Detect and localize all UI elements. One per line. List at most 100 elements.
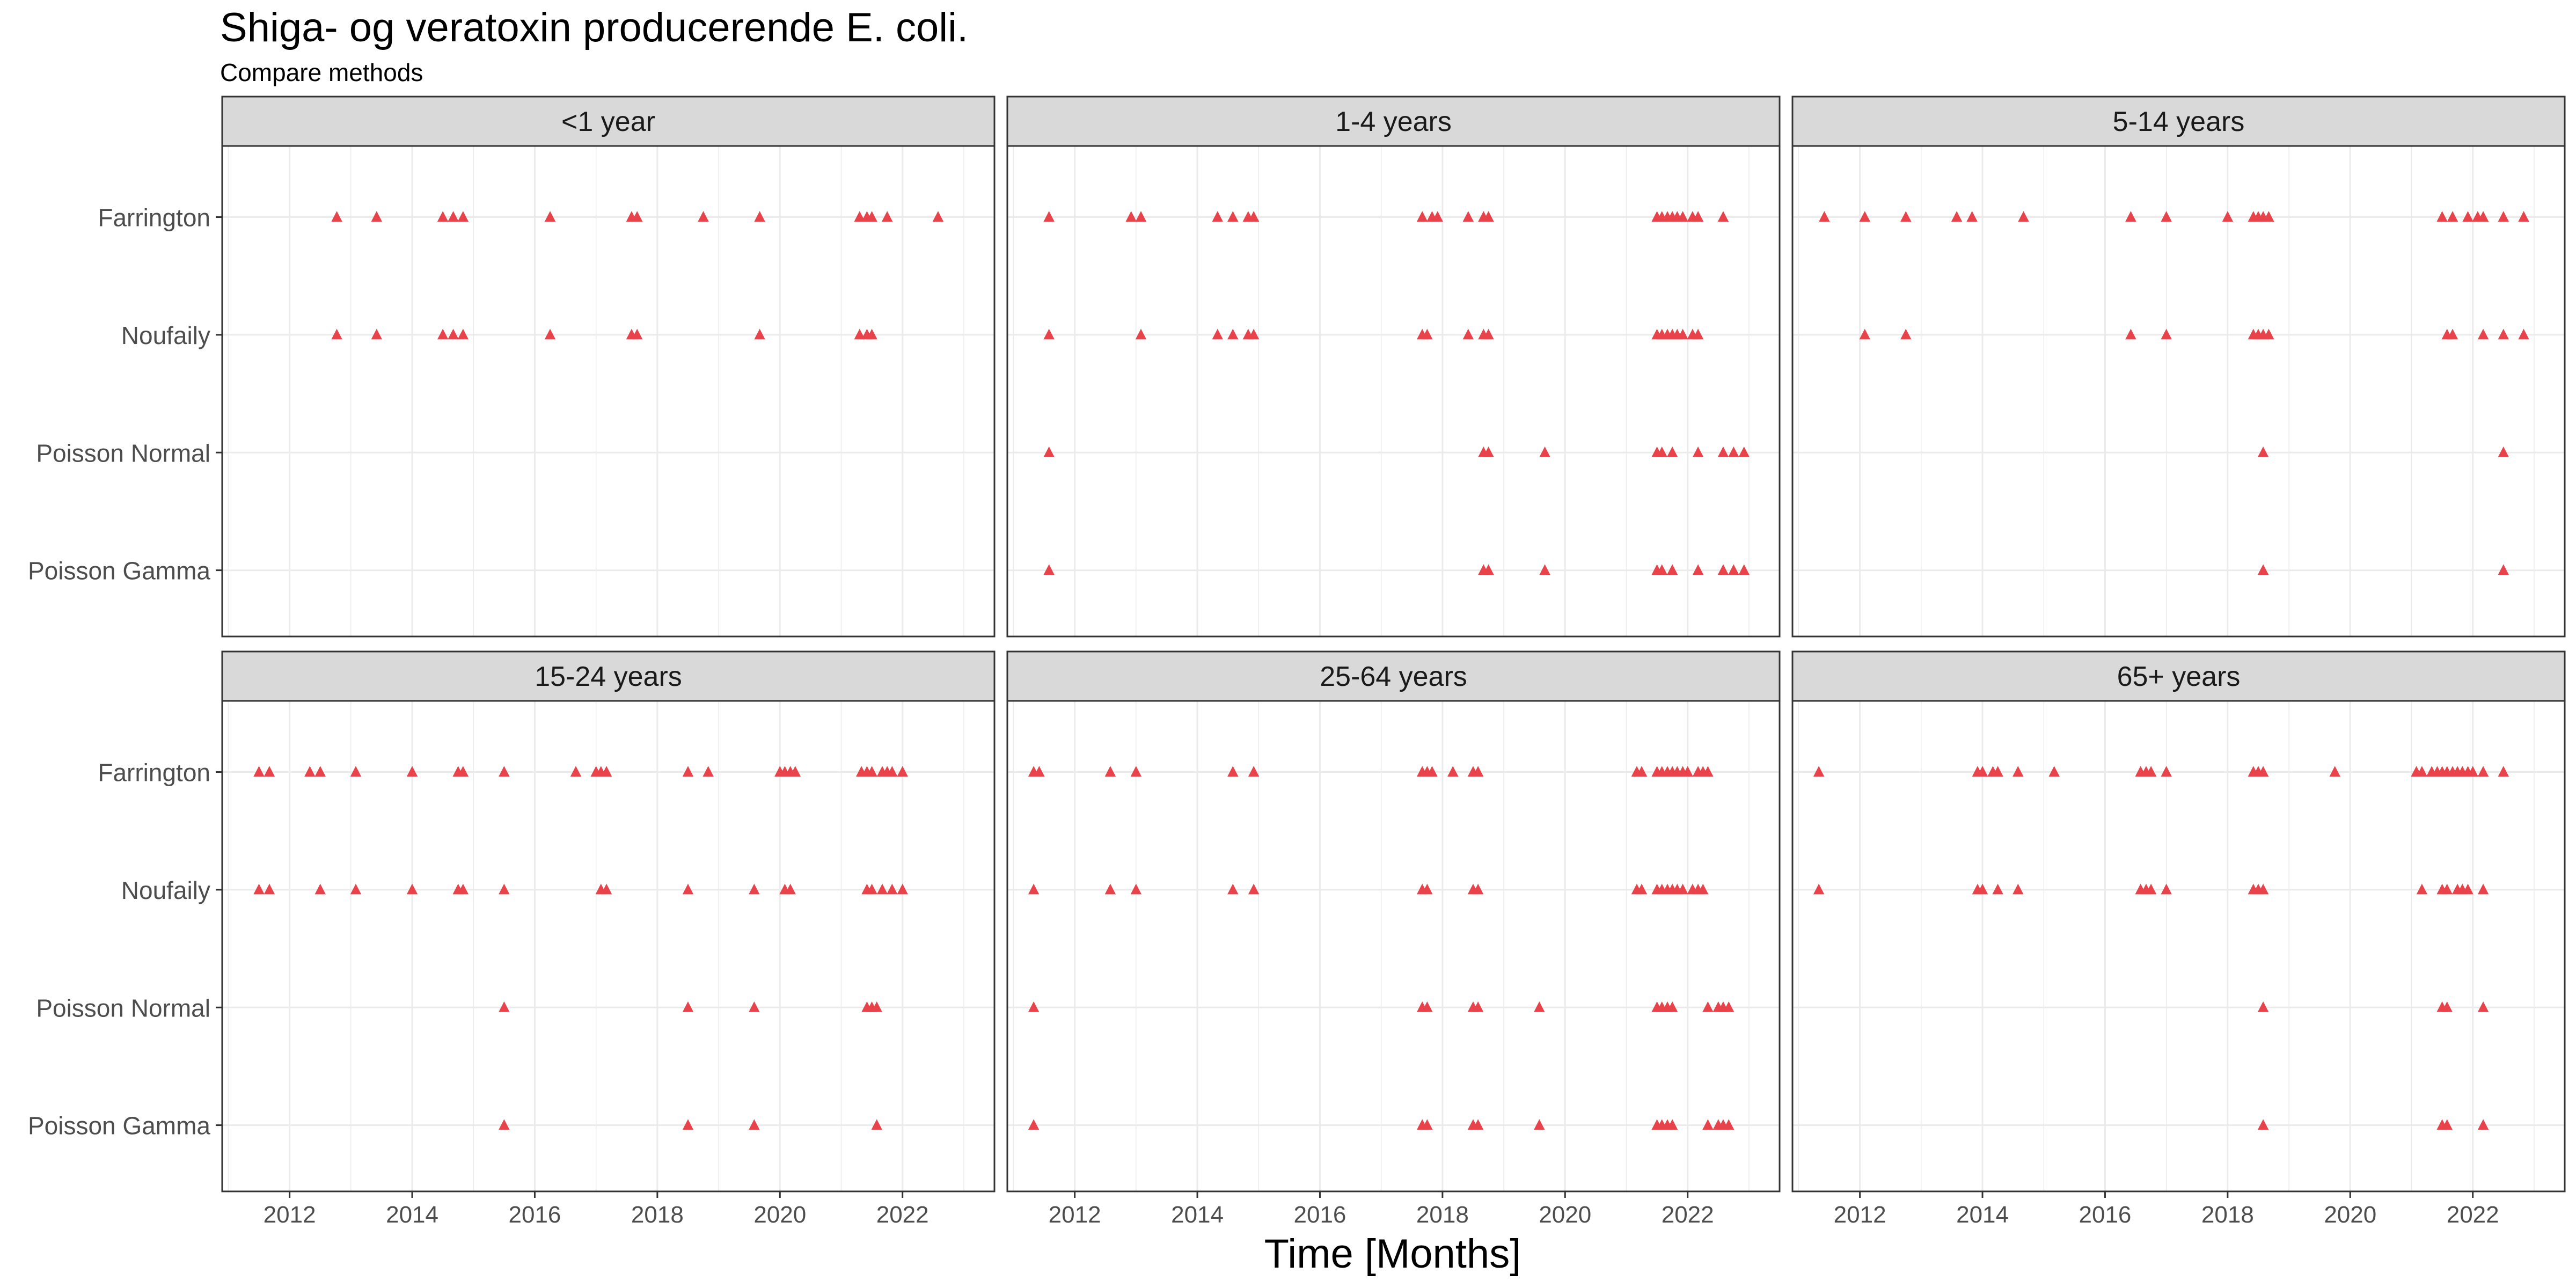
data-point-farrington xyxy=(1227,211,1239,222)
data-point-farrington xyxy=(2498,766,2509,777)
data-point-farrington xyxy=(2125,211,2136,222)
data-point-poisson-normal xyxy=(871,1001,882,1012)
data-point-farrington xyxy=(601,766,612,777)
data-point-farrington xyxy=(371,211,382,222)
data-point-farrington xyxy=(570,766,582,777)
panel-border-5-14-years xyxy=(1791,145,2566,638)
data-point-farrington xyxy=(1447,766,1459,777)
data-point-farrington xyxy=(314,766,326,777)
data-point-poisson-normal xyxy=(1472,1001,1484,1012)
data-point-poisson-gamma xyxy=(1422,1119,1433,1130)
data-point-farrington xyxy=(304,766,316,777)
data-point-poisson-gamma xyxy=(1717,564,1729,575)
data-point-farrington xyxy=(887,766,898,777)
data-point-farrington xyxy=(1227,766,1239,777)
data-point-farrington xyxy=(881,211,893,222)
data-point-poisson-normal xyxy=(2477,1001,2489,1012)
data-point-noufaily xyxy=(1028,883,1040,895)
data-point-farrington xyxy=(2222,211,2234,222)
x-tick-label: 2016 xyxy=(1294,1202,1346,1228)
data-point-farrington xyxy=(1859,211,1870,222)
data-point-noufaily xyxy=(2263,328,2274,340)
data-point-poisson-normal xyxy=(2441,1001,2453,1012)
data-point-poisson-gamma xyxy=(2257,1119,2269,1130)
x-tick-label: 2012 xyxy=(1834,1202,1886,1228)
facet-strip-5-14-years xyxy=(1791,96,2566,147)
data-point-noufaily xyxy=(457,328,469,340)
data-point-poisson-normal xyxy=(1666,1001,1678,1012)
data-point-noufaily xyxy=(2498,328,2509,340)
data-point-poisson-gamma xyxy=(1656,564,1667,575)
data-point-noufaily xyxy=(448,328,459,340)
data-point-poisson-gamma xyxy=(1539,564,1550,575)
data-point-farrington xyxy=(1135,211,1147,222)
data-point-poisson-gamma xyxy=(1738,564,1750,575)
x-tick-label: 2014 xyxy=(1171,1202,1224,1228)
data-point-noufaily xyxy=(1859,328,1870,340)
data-point-farrington xyxy=(331,211,342,222)
data-point-noufaily xyxy=(1227,883,1239,895)
data-point-poisson-gamma xyxy=(1692,564,1704,575)
panel-border-65-years xyxy=(1791,700,2566,1192)
data-point-noufaily xyxy=(1677,328,1688,340)
data-point-noufaily xyxy=(2462,883,2473,895)
data-point-farrington xyxy=(702,766,714,777)
data-point-farrington xyxy=(1125,211,1137,222)
y-tick-label: Poisson Normal xyxy=(36,994,210,1022)
data-point-farrington xyxy=(1636,766,1648,777)
data-point-farrington xyxy=(866,211,877,222)
data-point-noufaily xyxy=(264,883,275,895)
data-point-poisson-normal xyxy=(1728,447,1739,457)
data-point-poisson-normal xyxy=(1702,1001,1714,1012)
data-point-poisson-gamma xyxy=(749,1119,760,1130)
y-tick-label: Poisson Gamma xyxy=(28,1112,210,1140)
data-point-farrington xyxy=(1416,211,1428,222)
data-point-noufaily xyxy=(1483,328,1494,340)
data-point-farrington xyxy=(2447,211,2458,222)
panel-border-1-year xyxy=(221,145,996,638)
data-point-poisson-normal xyxy=(682,1001,694,1012)
data-point-noufaily xyxy=(1422,328,1433,340)
facet-strip-25-64-years xyxy=(1006,650,1781,702)
data-point-farrington xyxy=(437,211,449,222)
data-point-poisson-normal xyxy=(1723,1001,1735,1012)
data-point-farrington xyxy=(1212,211,1223,222)
data-point-poisson-normal xyxy=(1738,447,1750,457)
data-point-poisson-gamma xyxy=(1666,1119,1678,1130)
data-point-farrington xyxy=(2257,766,2269,777)
data-point-poisson-normal xyxy=(2257,1001,2269,1012)
data-point-farrington xyxy=(1426,766,1438,777)
data-point-noufaily xyxy=(876,883,888,895)
data-point-farrington xyxy=(2477,211,2489,222)
data-point-farrington xyxy=(1432,211,1443,222)
data-point-farrington xyxy=(2048,766,2060,777)
data-point-farrington xyxy=(1682,766,1693,777)
data-point-farrington xyxy=(1966,211,1978,222)
x-tick-label: 2022 xyxy=(876,1202,929,1228)
data-point-farrington xyxy=(698,211,709,222)
data-point-farrington xyxy=(2477,766,2489,777)
data-point-farrington xyxy=(854,211,865,222)
data-point-noufaily xyxy=(749,883,760,895)
data-point-noufaily xyxy=(1992,883,2003,895)
data-point-noufaily xyxy=(1130,883,1142,895)
y-tick-label: Farrington xyxy=(98,759,210,787)
data-point-farrington xyxy=(789,766,801,777)
data-point-noufaily xyxy=(1104,883,1116,895)
data-point-farrington xyxy=(897,766,908,777)
data-point-noufaily xyxy=(887,883,898,895)
data-point-farrington xyxy=(1992,766,2003,777)
data-point-noufaily xyxy=(1043,328,1055,340)
data-point-farrington xyxy=(1900,211,1912,222)
data-point-poisson-normal xyxy=(1656,447,1667,457)
data-point-farrington xyxy=(1813,766,1825,777)
data-point-noufaily xyxy=(2145,883,2157,895)
data-point-farrington xyxy=(1692,211,1704,222)
y-tick-label: Farrington xyxy=(98,204,210,232)
data-point-farrington xyxy=(2018,211,2029,222)
data-point-noufaily xyxy=(1697,883,1709,895)
data-point-noufaily xyxy=(866,328,877,340)
data-point-farrington xyxy=(1472,766,1484,777)
data-point-farrington xyxy=(253,766,265,777)
